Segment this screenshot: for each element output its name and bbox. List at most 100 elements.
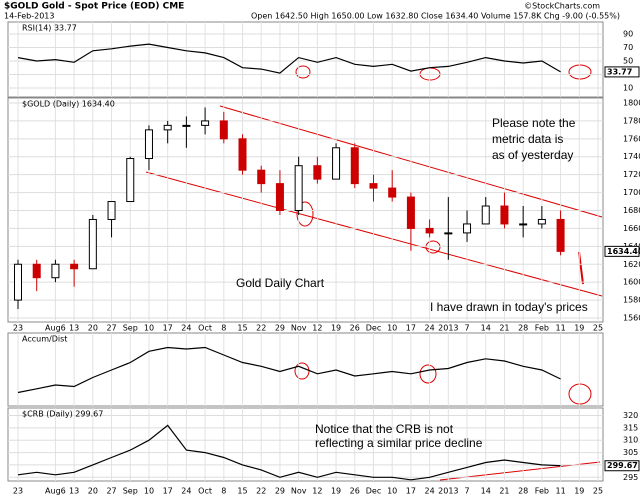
x-tick-label: 13: [69, 487, 79, 496]
candle-body: [275, 183, 284, 211]
source: ©StockCharts.com: [524, 2, 600, 11]
x-tick-label: 19: [574, 324, 584, 333]
circle: [425, 240, 441, 254]
x-tick-label: 27: [106, 487, 116, 496]
x-tick-label: 23: [13, 487, 23, 496]
y-tick-label: 1660: [623, 224, 640, 233]
candle-body: [350, 147, 359, 185]
x-tick-label: 24: [181, 487, 191, 496]
annotation: metric data is: [492, 132, 563, 146]
circle: [296, 201, 314, 227]
candle-body: [32, 263, 41, 279]
x-tick-label: 28: [518, 487, 528, 496]
candle-body: [70, 263, 79, 270]
annotation: as of yesterday: [492, 148, 573, 162]
y-tick-label: 1800: [623, 98, 640, 107]
annotation: I have drawn in today's prices: [430, 300, 588, 314]
y-tick-label: 315: [623, 423, 638, 432]
x-tick-label: Nov: [291, 324, 307, 333]
candle-body: [257, 169, 266, 185]
last-value-box: [604, 245, 640, 257]
x-tick-label: 27: [106, 324, 116, 333]
panel-frame: [7, 407, 604, 482]
x-tick-label: 7: [464, 324, 469, 333]
x-tick-label: 17: [406, 487, 416, 496]
panel-label: Accum/Dist: [22, 335, 67, 344]
last-value-label: 33.77: [607, 67, 632, 76]
quote: Open 1642.50 High 1650.00 Low 1632.80 Cl…: [251, 12, 620, 21]
candle-body: [51, 263, 60, 279]
y-tick-label: 1740: [623, 152, 640, 161]
panel-label: RSI(14) 33.77: [22, 24, 77, 33]
circle: [419, 364, 437, 384]
x-tick-label: 19: [331, 487, 341, 496]
panel-frame: [7, 332, 604, 407]
candle-body: [332, 147, 341, 180]
x-tick-label: 2013: [438, 487, 458, 496]
candle-body: [163, 124, 172, 131]
y-tick-label: 1700: [623, 188, 640, 197]
annotation: Notice that the CRB is not: [315, 422, 454, 436]
x-tick-label: 8: [221, 324, 226, 333]
y-tick-label: 1780: [623, 116, 640, 125]
y-tick-label: 50: [623, 56, 633, 65]
line: [17, 424, 561, 481]
candle-body: [500, 205, 509, 225]
x-tick-label: 26: [350, 487, 360, 496]
candle-body: [294, 165, 303, 211]
x-tick-label: 7: [464, 487, 469, 496]
x-tick-label: 17: [163, 487, 173, 496]
x-tick-label: 10: [144, 487, 154, 496]
x-tick-label: 21: [499, 487, 509, 496]
y-tick-label: 10: [623, 83, 633, 92]
candle-body: [219, 120, 228, 140]
candle-body: [519, 223, 528, 226]
x-tick-label: Sep: [123, 487, 138, 496]
y-tick-label: 1620: [623, 260, 640, 269]
candle-body: [556, 218, 565, 252]
x-tick-label: 13: [69, 324, 79, 333]
y-tick-label: 310: [623, 436, 638, 445]
candle-body: [537, 218, 546, 225]
y-tick-label: 1760: [623, 134, 640, 143]
candle-body: [182, 124, 191, 127]
annotation: reflecting a similar price decline: [315, 436, 483, 450]
candle-body: [238, 138, 247, 171]
candle-body: [14, 263, 22, 301]
symbol-title: $GOLD Gold - Spot Price (EOD) CME: [4, 2, 184, 12]
y-tick-label: 90: [623, 29, 633, 38]
x-tick-label: 22: [256, 324, 266, 333]
y-tick-label: 70: [623, 43, 633, 52]
candle-body: [463, 223, 472, 234]
x-tick-label: Nov: [291, 487, 307, 496]
candle-body: [369, 183, 378, 189]
circle: [295, 65, 311, 79]
x-tick-label: 14: [481, 487, 491, 496]
x-tick-label: Oct: [198, 487, 212, 496]
x-tick-label: 12: [312, 487, 322, 496]
y-tick-label: 320: [623, 411, 638, 420]
x-tick-label: 20: [88, 324, 98, 333]
x-tick-label: 14: [481, 324, 491, 333]
candle-body: [126, 158, 135, 203]
y-tick-label: 295: [623, 473, 638, 482]
panel-label: $CRB (Daily) 299.67: [22, 410, 103, 419]
x-tick-label: 11: [555, 324, 565, 333]
x-tick-label: 15: [237, 324, 247, 333]
x-tick-label: 25: [593, 324, 603, 333]
y-tick-label: 305: [623, 448, 638, 457]
x-tick-label: 24: [425, 324, 435, 333]
x-tick-label: 28: [518, 324, 528, 333]
x-tick-label: 8: [221, 487, 226, 496]
last-value-label: 299.67: [607, 461, 638, 470]
x-tick-label: Aug6: [45, 487, 66, 496]
x-tick-label: Dec: [366, 487, 381, 496]
candle-body: [144, 129, 153, 160]
y-tick-label: 1560: [623, 314, 640, 323]
x-tick-label: Aug6: [45, 324, 66, 333]
x-tick-label: 10: [144, 324, 154, 333]
x-tick-label: 29: [275, 487, 285, 496]
line: [17, 43, 561, 74]
x-tick-label: 10: [387, 324, 397, 333]
